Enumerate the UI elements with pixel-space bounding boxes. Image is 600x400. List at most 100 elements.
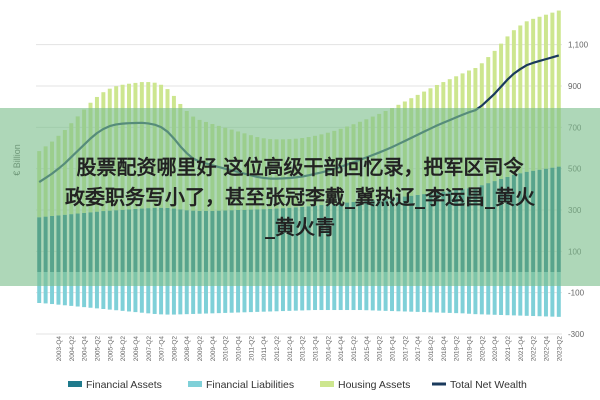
bar-financial-liabilities (255, 272, 260, 312)
bar-financial-liabilities (293, 272, 298, 311)
bar-financial-liabilities (165, 272, 170, 315)
bar-housing-assets (537, 16, 542, 170)
bar-financial-liabilities (518, 272, 523, 316)
bar-financial-liabilities (139, 272, 144, 313)
x-tick-label: 2005-Q4 (107, 336, 114, 362)
bar-financial-liabilities (62, 272, 67, 306)
x-tick-label: 2005-Q2 (94, 336, 101, 362)
bar-financial-liabilities (107, 272, 112, 310)
x-tick-label: 2003-Q4 (56, 336, 63, 362)
x-tick-label: 2018-Q2 (428, 336, 435, 362)
bar-financial-liabilities (325, 272, 330, 311)
bar-financial-liabilities (300, 272, 305, 311)
x-tick-label: 2009-Q4 (210, 336, 217, 362)
bar-financial-liabilities (396, 272, 401, 312)
bar-financial-liabilities (473, 272, 478, 315)
bar-financial-liabilities (505, 272, 510, 316)
x-tick-label: 2014-Q2 (325, 336, 332, 362)
bar-financial-liabilities (332, 272, 337, 311)
bar-financial-liabilities (556, 272, 561, 317)
bar-financial-liabilities (152, 272, 157, 314)
bar-financial-liabilities (280, 272, 285, 312)
bar-financial-liabilities (537, 272, 542, 317)
bar-financial-liabilities (69, 272, 74, 306)
x-tick-label: 2012-Q4 (287, 336, 294, 362)
y-tick-label: -300 (568, 330, 585, 339)
x-tick-label: 2007-Q2 (146, 336, 153, 362)
bar-financial-liabilities (159, 272, 164, 315)
y-tick-label: 900 (568, 82, 582, 91)
legend: Financial Assets Financial Liabilities Hou… (68, 379, 527, 391)
bar-financial-liabilities (511, 272, 516, 316)
legend-label: Housing Assets (338, 379, 410, 391)
bar-financial-liabilities (492, 272, 497, 315)
bar-financial-liabilities (409, 272, 414, 312)
y-tick-label: 1,100 (568, 41, 589, 50)
x-tick-label: 2016-Q4 (390, 336, 397, 362)
x-tick-label: 2015-Q2 (351, 336, 358, 362)
bar-financial-liabilities (383, 272, 388, 311)
bar-financial-liabilities (248, 272, 253, 313)
bar-housing-assets (550, 12, 555, 168)
bar-financial-liabilities (229, 272, 234, 313)
bar-financial-liabilities (345, 272, 350, 311)
bar-financial-liabilities (434, 272, 439, 313)
bar-financial-liabilities (236, 272, 241, 313)
bar-financial-liabilities (120, 272, 125, 311)
bar-financial-liabilities (75, 272, 80, 307)
x-tick-label: 2019-Q2 (454, 336, 461, 362)
bar-financial-liabilities (37, 272, 42, 303)
bar-financial-liabilities (133, 272, 138, 313)
bar-financial-liabilities (178, 272, 183, 315)
bar-financial-liabilities (88, 272, 93, 308)
bar-financial-liabilities (377, 272, 382, 311)
bar-financial-liabilities (543, 272, 548, 317)
bar-financial-liabilities (56, 272, 61, 305)
bar-financial-liabilities (50, 272, 55, 305)
x-tick-label: 2016-Q2 (377, 336, 384, 362)
bar-financial-liabilities (127, 272, 132, 312)
bar-financial-liabilities (203, 272, 208, 314)
bar-financial-liabilities (184, 272, 189, 315)
bar-housing-assets (511, 30, 516, 175)
x-tick-label: 2012-Q2 (274, 336, 281, 362)
x-tick-label: 2020-Q2 (479, 336, 486, 362)
x-tick-label: 2020-Q4 (492, 336, 499, 362)
overlay-text: 股票配资哪里好 这位高级干部回忆录，把军区司令 政委职务写小了，甚至张冠李戴_冀… (65, 155, 535, 239)
x-tick-label: 2017-Q2 (402, 336, 409, 362)
bar-financial-liabilities (351, 272, 356, 311)
x-tick-label: 2010-Q4 (236, 336, 243, 362)
bar-financial-liabilities (261, 272, 266, 312)
bar-financial-liabilities (441, 272, 446, 313)
bar-housing-assets (531, 18, 536, 171)
x-tick-label: 2008-Q2 (171, 336, 178, 362)
bar-financial-liabilities (287, 272, 292, 311)
bar-financial-liabilities (479, 272, 484, 315)
bar-financial-liabilities (402, 272, 407, 312)
bar-financial-liabilities (370, 272, 375, 311)
bar-financial-liabilities (338, 272, 343, 311)
bar-housing-assets (556, 10, 561, 167)
x-tick-label: 2013-Q4 (313, 336, 320, 362)
y-tick-label: -100 (568, 289, 585, 298)
bar-financial-liabilities (306, 272, 311, 311)
legend-swatch (68, 381, 82, 387)
x-tick-label: 2006-Q2 (120, 336, 127, 362)
legend-label: Financial Assets (86, 379, 162, 391)
bar-financial-liabilities (357, 272, 362, 311)
bar-housing-assets (518, 25, 523, 174)
bar-financial-liabilities (171, 272, 176, 315)
x-tick-label: 2013-Q2 (300, 336, 307, 362)
x-tick-label: 2017-Q4 (415, 336, 422, 362)
x-tick-label: 2018-Q4 (441, 336, 448, 362)
x-tick-label: 2011-Q4 (261, 336, 268, 361)
bar-financial-liabilities (531, 272, 536, 317)
x-tick-label: 2022-Q2 (531, 336, 538, 362)
bar-financial-liabilities (197, 272, 202, 314)
bar-financial-liabilities (268, 272, 273, 312)
bar-financial-liabilities (415, 272, 420, 312)
bar-financial-liabilities (454, 272, 459, 314)
x-tick-label: 2007-Q4 (159, 336, 166, 362)
bar-financial-liabilities (223, 272, 228, 313)
x-tick-label: 2023-Q2 (556, 336, 563, 362)
